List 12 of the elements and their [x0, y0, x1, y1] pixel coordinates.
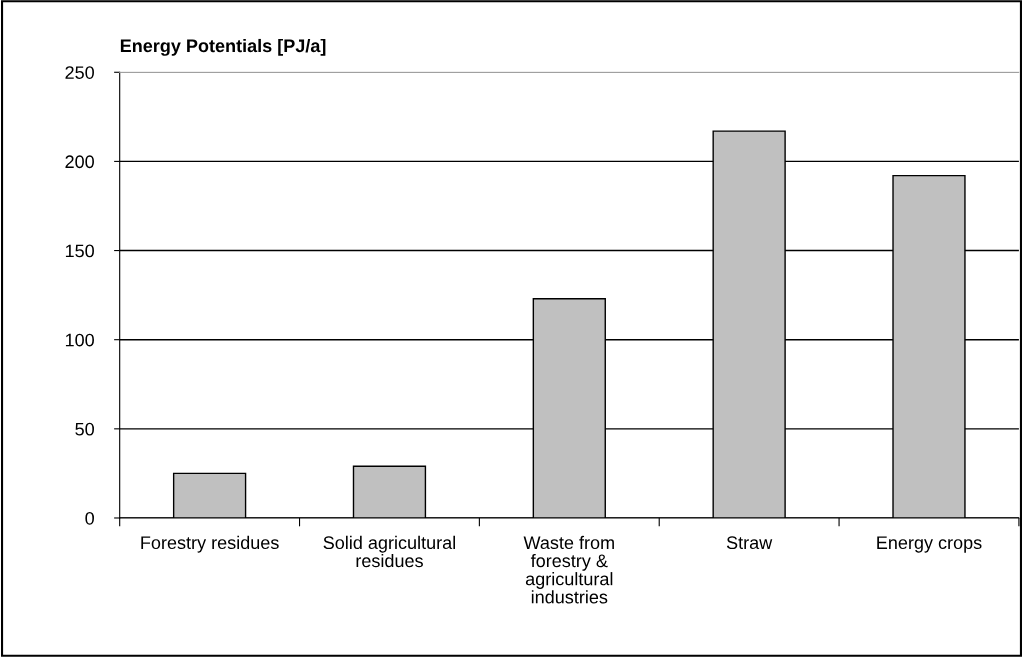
- x-tick-label: Forestry residues: [141, 535, 279, 553]
- x-tick-label: Solid agricultural residues: [323, 535, 455, 568]
- y-tick-label: 0: [85, 511, 94, 525]
- y-tick-label: 150: [65, 244, 94, 258]
- chart-title: Energy Potentials [PJ/a]: [120, 38, 326, 56]
- y-tick-label: 200: [65, 155, 94, 169]
- y-tick-label: 100: [65, 333, 94, 347]
- x-tick-label: Energy crops: [877, 536, 982, 553]
- y-tick-label: 250: [65, 66, 94, 79]
- y-tick-label: 50: [75, 422, 94, 436]
- x-tick-label: Waste from forestry & agricultural industries: [523, 535, 614, 604]
- x-tick-label: Straw: [726, 536, 773, 550]
